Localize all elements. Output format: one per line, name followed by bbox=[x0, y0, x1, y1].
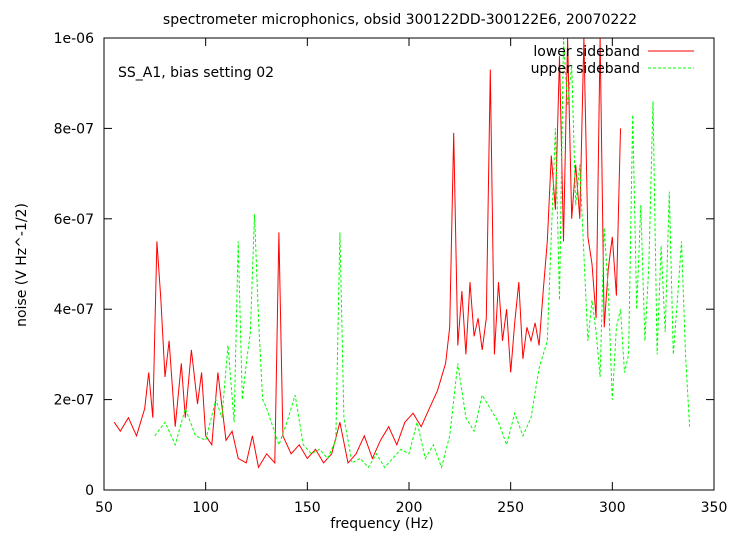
chart-annotation: SS_A1, bias setting 02 bbox=[118, 65, 274, 81]
y-tick-label: 2e-07 bbox=[54, 393, 94, 409]
x-tick-label: 200 bbox=[396, 500, 423, 516]
x-tick-label: 250 bbox=[497, 500, 524, 516]
x-tick-label: 350 bbox=[701, 500, 728, 516]
plot-frame bbox=[103, 37, 715, 491]
x-tick-label: 100 bbox=[192, 500, 219, 516]
y-axis-ticks: 0 2e-07 4e-07 6e-07 8e-07 1e-06 bbox=[54, 31, 714, 499]
x-axis-label: frequency (Hz) bbox=[330, 516, 433, 532]
y-tick-label: 8e-07 bbox=[54, 121, 94, 137]
legend-label: lower sideband bbox=[533, 44, 640, 60]
y-axis-label: noise (V Hz^-1/2) bbox=[14, 203, 30, 327]
x-tick-label: 300 bbox=[599, 500, 626, 516]
x-tick-label: 50 bbox=[95, 500, 113, 516]
y-tick-label: 1e-06 bbox=[54, 31, 94, 47]
legend-label: upper sideband bbox=[531, 61, 640, 77]
x-tick-label: 150 bbox=[294, 500, 321, 516]
series-layer bbox=[113, 38, 691, 470]
y-tick-label: 4e-07 bbox=[54, 302, 94, 318]
y-tick-label: 6e-07 bbox=[54, 212, 94, 228]
series-line-upper-sideband bbox=[154, 38, 691, 470]
y-tick-label: 0 bbox=[85, 483, 94, 499]
chart-title: spectrometer microphonics, obsid 300122D… bbox=[163, 12, 637, 28]
series-line-lower-sideband bbox=[113, 38, 621, 469]
